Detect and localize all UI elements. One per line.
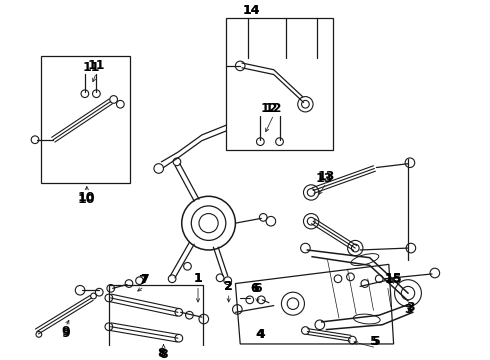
- Text: 3: 3: [407, 301, 415, 314]
- Text: 15: 15: [385, 272, 402, 285]
- Text: 13: 13: [316, 172, 333, 185]
- Text: 2: 2: [224, 280, 233, 293]
- Text: 6: 6: [250, 282, 259, 295]
- Text: 5: 5: [370, 334, 379, 348]
- Text: 13: 13: [318, 170, 335, 183]
- Bar: [226, 18, 333, 150]
- Text: 15: 15: [385, 273, 402, 286]
- Text: 14: 14: [243, 4, 261, 17]
- Text: 5: 5: [372, 334, 381, 348]
- Text: 7: 7: [140, 273, 148, 286]
- Bar: [109, 284, 203, 347]
- Text: 11: 11: [88, 59, 105, 72]
- Text: 8: 8: [159, 348, 168, 360]
- Text: 7: 7: [138, 274, 147, 287]
- Text: 14: 14: [243, 4, 261, 17]
- Text: 2: 2: [224, 280, 233, 293]
- Text: 10: 10: [78, 193, 96, 206]
- Text: 12: 12: [260, 102, 278, 114]
- Bar: [41, 56, 130, 183]
- Text: 6: 6: [250, 282, 259, 295]
- Text: 10: 10: [78, 191, 96, 204]
- Text: 9: 9: [61, 325, 70, 338]
- Text: 6: 6: [253, 282, 262, 295]
- Text: 8: 8: [157, 347, 166, 360]
- Text: 4: 4: [255, 328, 264, 341]
- Text: 1: 1: [194, 272, 202, 285]
- Text: 3: 3: [404, 303, 412, 316]
- Text: 4: 4: [257, 328, 266, 341]
- Text: 9: 9: [61, 327, 70, 340]
- Text: 11: 11: [83, 61, 100, 74]
- Text: 1: 1: [194, 272, 202, 285]
- Text: 12: 12: [265, 102, 283, 114]
